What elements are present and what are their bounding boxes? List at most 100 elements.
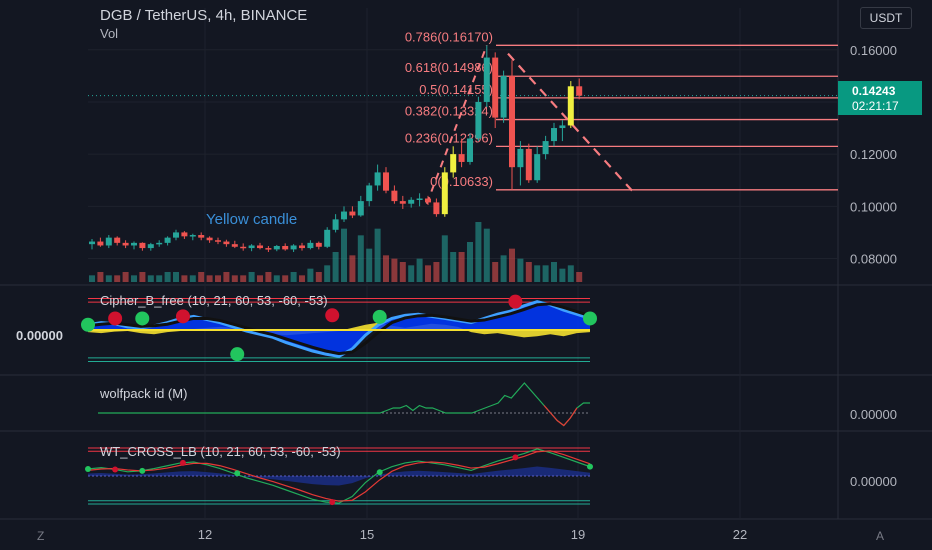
wt-cross-indicator-title: WT_CROSS_LB (10, 21, 60, 53, -60, -53) bbox=[100, 444, 341, 459]
candle-body bbox=[299, 245, 305, 249]
wt-cross-dot bbox=[179, 459, 186, 466]
candle-body bbox=[416, 198, 423, 200]
wave-trend-line-1 bbox=[87, 300, 591, 358]
time-axis-label: 22 bbox=[733, 527, 747, 542]
auto-scale-button[interactable]: A bbox=[876, 529, 885, 543]
candle-body bbox=[240, 246, 247, 249]
candle-body bbox=[374, 172, 381, 186]
volume-bar bbox=[231, 275, 238, 282]
volume-bar bbox=[483, 228, 490, 282]
wolfpack-indicator-title: wolfpack id (M) bbox=[99, 386, 187, 401]
candle-body bbox=[383, 172, 389, 191]
symbol-title[interactable]: DGB / TetherUS, 4h, BINANCE bbox=[100, 7, 308, 24]
volume-bar bbox=[567, 265, 574, 282]
candle-body bbox=[366, 185, 373, 202]
candle-body bbox=[139, 242, 146, 249]
volume-bar bbox=[332, 252, 339, 282]
candle-body bbox=[492, 57, 499, 118]
candle-body bbox=[425, 198, 431, 203]
volume-bar bbox=[433, 262, 440, 282]
cipher-sell-dot bbox=[108, 311, 123, 326]
volume-bar bbox=[131, 275, 137, 282]
candle-body bbox=[399, 201, 406, 204]
candle-body bbox=[181, 232, 188, 237]
volume-bar bbox=[248, 272, 255, 282]
volume-bar bbox=[349, 255, 356, 282]
volume-bar bbox=[240, 275, 247, 282]
zoom-reset-button[interactable]: Z bbox=[37, 529, 45, 543]
wt-cross-dot bbox=[139, 467, 146, 474]
volume-bar bbox=[122, 272, 129, 282]
candle-body bbox=[467, 138, 473, 162]
candle-body bbox=[567, 86, 574, 126]
candle-body bbox=[122, 242, 129, 246]
volume-bar bbox=[500, 255, 507, 282]
candle-body bbox=[173, 232, 179, 238]
candle-body bbox=[551, 128, 557, 142]
price-axis-label: 0.10000 bbox=[850, 199, 897, 214]
volume-bar bbox=[156, 275, 163, 282]
candle-body bbox=[483, 57, 490, 102]
volume-bar bbox=[425, 265, 431, 282]
volume-bar bbox=[341, 228, 347, 282]
candle-body bbox=[206, 237, 213, 241]
candle-body bbox=[341, 211, 347, 220]
fib-level-label: 0.786(0.16170) bbox=[405, 29, 493, 44]
volume-bar bbox=[290, 272, 297, 282]
currency-button[interactable]: USDT bbox=[860, 7, 912, 29]
candle-body bbox=[542, 141, 549, 155]
volume-bar bbox=[467, 242, 473, 282]
volume-bar bbox=[559, 268, 566, 282]
candle-body bbox=[500, 75, 507, 118]
wt-cross-dot bbox=[587, 463, 593, 470]
volume-bar bbox=[89, 275, 95, 282]
candle-body bbox=[282, 245, 289, 250]
candle-body bbox=[509, 75, 515, 168]
fib-level-label: 0.618(0.14986) bbox=[405, 60, 493, 75]
cipher-sell-dot bbox=[508, 294, 523, 309]
volume-bar bbox=[357, 235, 364, 282]
volume-indicator-label[interactable]: Vol bbox=[100, 26, 119, 41]
candle-body bbox=[450, 154, 457, 173]
candle-body bbox=[433, 202, 440, 215]
candle-body bbox=[576, 86, 583, 96]
wt-cross-dot bbox=[512, 454, 519, 461]
volume-bar bbox=[324, 265, 331, 282]
volume-bar bbox=[114, 275, 121, 282]
wolfpack-axis-label: 0.00000 bbox=[850, 407, 897, 422]
cipher-buy-dot bbox=[372, 309, 387, 324]
price-axis-label: 0.12000 bbox=[850, 147, 897, 162]
bar-countdown: 02:21:17 bbox=[852, 99, 899, 113]
volume-bar bbox=[366, 248, 373, 282]
volume-bar bbox=[374, 228, 381, 282]
fib-level-label: 0.5(0.14155) bbox=[419, 82, 493, 97]
candle-body bbox=[332, 219, 339, 230]
volume-bar bbox=[475, 222, 482, 282]
candle-body bbox=[357, 201, 364, 216]
candle-body bbox=[97, 241, 104, 246]
wt-histogram-area bbox=[88, 466, 590, 486]
candle-body bbox=[475, 101, 482, 139]
candle-body bbox=[391, 190, 398, 202]
candle-body bbox=[441, 172, 448, 215]
candle-body bbox=[349, 211, 356, 216]
candle-body bbox=[307, 242, 314, 249]
wolfpack-line bbox=[98, 382, 590, 427]
volume-bar bbox=[265, 272, 272, 282]
volume-bar bbox=[441, 235, 448, 282]
wave-trend-line-2 bbox=[87, 302, 591, 356]
cipher-buy-dot bbox=[135, 311, 150, 326]
cipher-buy-dot bbox=[583, 311, 597, 326]
cipher-buy-dot bbox=[230, 347, 245, 362]
volume-bar bbox=[450, 252, 457, 282]
candle-body bbox=[231, 244, 238, 247]
wt-axis-label: 0.00000 bbox=[850, 474, 897, 489]
time-axis-label: 12 bbox=[198, 527, 212, 542]
volume-bar bbox=[273, 275, 280, 282]
volume-bar bbox=[315, 272, 322, 282]
candle-body bbox=[257, 245, 263, 249]
volume-bar bbox=[282, 275, 289, 282]
candle-body bbox=[156, 242, 163, 245]
wt-cross-dot bbox=[112, 466, 119, 473]
volume-bar bbox=[147, 275, 154, 282]
